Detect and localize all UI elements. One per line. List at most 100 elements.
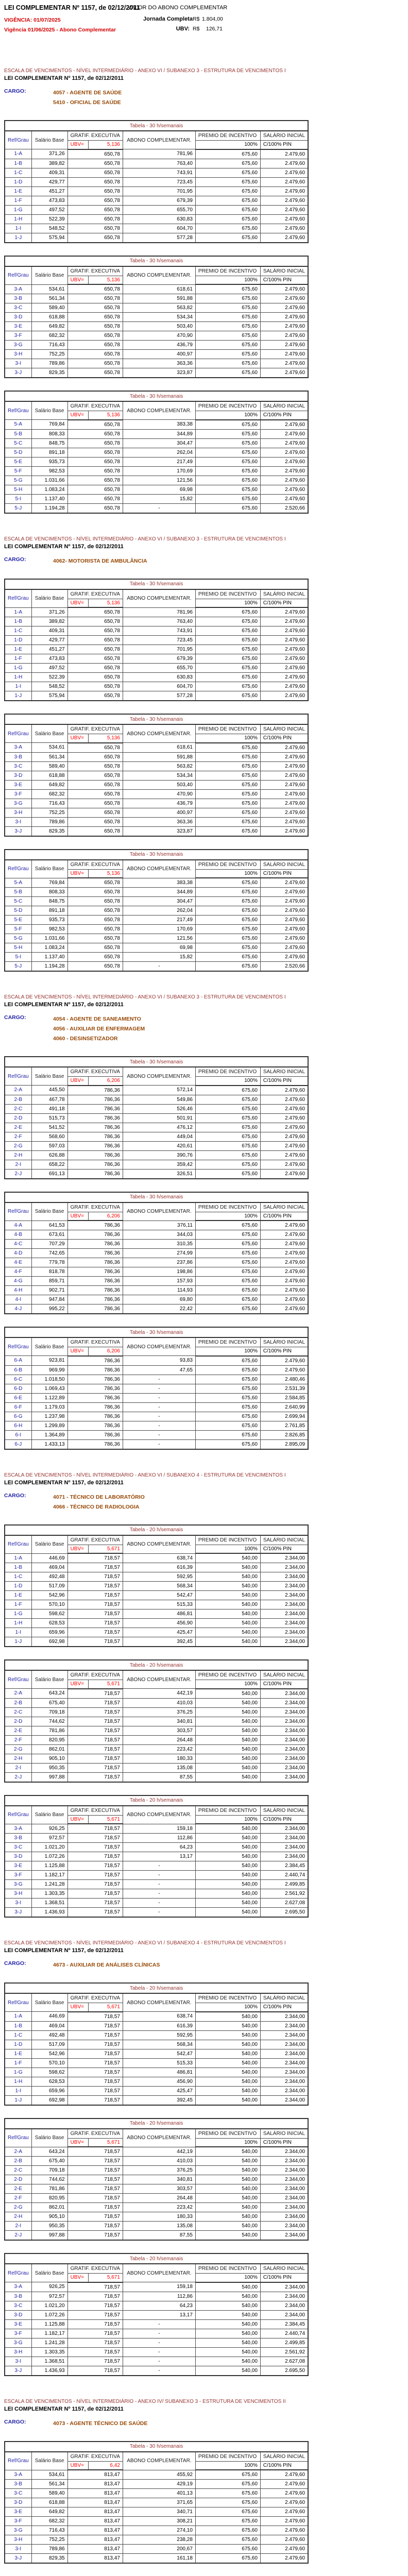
- salario-inicial-cell: 2.479,60: [260, 896, 309, 906]
- gratif-cell: 650,78: [67, 691, 123, 701]
- col-header-gratif: GRATIF. EXECUTIVA: [67, 1993, 123, 2003]
- table-row: 2-A 643,24 718,57 442,19 540,00 2.344,00: [4, 2146, 309, 2157]
- premio-cell: 675,60: [195, 223, 261, 233]
- table-title-row: Tabela - 30 h/semanais: [4, 256, 309, 267]
- abono-cell: 470,90: [122, 789, 196, 799]
- premio-cell: 675,60: [195, 617, 261, 626]
- salario-base-cell: 542,96: [31, 2048, 68, 2059]
- premio-cell: 540,00: [195, 1735, 261, 1745]
- abono-cell: 223,42: [122, 1744, 196, 1754]
- table-subheader-row: UBV= 5,136 100% C/100% PIN: [5, 734, 309, 743]
- salario-inicial-cell: 2.561,92: [260, 2347, 309, 2357]
- premio-cell: 675,60: [195, 1411, 261, 1421]
- gratif-cell: 650,78: [67, 645, 123, 654]
- salario-inicial-cell: 2.344,00: [260, 1762, 309, 1773]
- abono-cell: 112,86: [122, 2291, 196, 2301]
- table-row: 3-E 649,82 650,78 503,40 675,60 2.479,60: [4, 321, 309, 331]
- table-row: 3-I 789,86 650,78 363,36 675,60 2.479,60: [4, 359, 309, 368]
- salario-inicial-cell: 2.479,60: [260, 2469, 309, 2480]
- premio-cell: 675,60: [195, 1168, 261, 1179]
- salario-inicial-cell: 2.344,00: [260, 1572, 309, 1582]
- premio-cell: 675,60: [195, 1374, 261, 1384]
- salario-base-cell: 1.436,93: [31, 2365, 68, 2376]
- ubv-label: UBV=: [67, 2461, 89, 2470]
- ref-grau-cell: 3-I: [4, 2544, 32, 2554]
- salario-base-cell: 1.083,24: [31, 943, 68, 953]
- salario-base-cell: 818,78: [31, 1267, 68, 1277]
- premio-cell: 675,60: [195, 1239, 261, 1249]
- ubv-value: 5,671: [88, 1815, 123, 1824]
- cargo-name: 4066 - TÉCNICO DE RADIOLOGIA: [53, 1503, 140, 1510]
- table-title: Tabela - 30 h/semanais: [4, 714, 309, 725]
- abono-cell: -: [122, 1898, 196, 1908]
- gratif-cell: 718,57: [67, 1688, 123, 1699]
- salario-base-cell: 570,10: [31, 2058, 68, 2068]
- premio-cell: 675,60: [195, 1420, 261, 1431]
- gratif-cell: 650,78: [67, 952, 123, 962]
- salario-base-cell: 692,98: [31, 1637, 68, 1647]
- col-header-salario-base: Salário Base: [31, 2128, 68, 2147]
- ref-grau-cell: 1-J: [4, 2095, 32, 2105]
- col-header-salario-inicial: SALÁRIO INICIAL: [260, 1535, 309, 1545]
- pin-label: C/100% PIN: [260, 1211, 309, 1221]
- salario-inicial-cell: 2.479,60: [260, 331, 309, 341]
- ref-grau-cell: 1-G: [4, 205, 32, 215]
- gratif-cell: 718,57: [67, 1842, 123, 1852]
- premio-percent: 100%: [195, 2461, 261, 2470]
- table-row: 4-D 742,65 786,36 274,99 675,60 2.479,60: [4, 1248, 309, 1258]
- gratif-cell: 718,57: [67, 1581, 123, 1591]
- salario-inicial-cell: 2.520,66: [260, 961, 309, 972]
- abono-cell: -: [122, 961, 196, 972]
- premio-cell: 675,60: [195, 195, 261, 206]
- premio-cell: 675,60: [195, 312, 261, 322]
- ref-grau-cell: 1-H: [4, 1618, 32, 1628]
- abono-cell: 400,97: [122, 807, 196, 818]
- salario-inicial-cell: 2.479,60: [260, 2516, 309, 2526]
- salario-base-cell: 950,35: [31, 2221, 68, 2231]
- table-row: 4-B 673,61 786,36 344,03 675,60 2.479,60: [4, 1230, 309, 1240]
- salary-table: Tabela - 20 h/semanais Ref/Grau Salário Ba…: [4, 1982, 309, 2106]
- salario-inicial-cell: 2.344,00: [260, 2310, 309, 2320]
- gratif-cell: 650,78: [67, 195, 123, 206]
- premio-cell: 675,60: [195, 359, 261, 368]
- table-title-row: Tabela - 30 h/semanais: [4, 1327, 309, 1338]
- salary-table-wrapper: Tabela - 20 h/semanais Ref/Grau Salário Ba…: [4, 1982, 408, 2106]
- pin-label: C/100% PIN: [260, 140, 309, 150]
- col-header-ref: Ref/Grau: [4, 130, 32, 149]
- abono-cell: 563,82: [122, 761, 196, 771]
- ref-grau-cell: 4-I: [4, 1295, 32, 1304]
- gratif-cell: 718,57: [67, 1637, 123, 1647]
- table-row: 3-D 618,88 650,78 534,34 675,60 2.479,60: [4, 770, 309, 781]
- abono-cell: 534,34: [122, 312, 196, 322]
- abono-cell: 304,47: [122, 438, 196, 448]
- abono-cell: 87,55: [122, 1772, 196, 1782]
- col-header-ref: Ref/Grau: [4, 2263, 32, 2282]
- salario-inicial-cell: 2.344,00: [260, 2156, 309, 2166]
- table-subheader-row: UBV= 5,671 100% C/100% PIN: [5, 1544, 309, 1554]
- col-header-premio: PREMIO DE INCENTIVO: [195, 859, 261, 870]
- premio-cell: 540,00: [195, 1823, 261, 1834]
- ref-grau-cell: 5-E: [4, 456, 32, 467]
- abono-cell: 638,74: [122, 2011, 196, 2022]
- gratif-cell: 718,57: [67, 2058, 123, 2068]
- col-header-salario-inicial: SALÁRIO INICIAL: [260, 859, 309, 870]
- table-row: 2-G 862,01 718,57 223,42 540,00 2.344,00: [4, 2202, 309, 2212]
- abono-cell: 616,39: [122, 1563, 196, 1572]
- table-row: 1-C 409,31 650,78 743,91 675,60 2.479,60: [4, 167, 309, 178]
- salario-inicial-cell: 2.479,60: [260, 1276, 309, 1286]
- col-header-premio: PREMIO DE INCENTIVO: [195, 2128, 261, 2139]
- ref-grau-cell: 3-J: [4, 826, 32, 836]
- gratif-cell: 650,78: [67, 752, 123, 762]
- pin-label: C/100% PIN: [260, 1815, 309, 1824]
- ref-grau-cell: 3-G: [4, 2526, 32, 2535]
- ref-grau-cell: 1-I: [4, 223, 32, 233]
- col-header-premio: PREMIO DE INCENTIVO: [195, 1337, 261, 1347]
- salario-base-cell: 744,62: [31, 2175, 68, 2184]
- abono-cell: 568,34: [122, 2039, 196, 2049]
- ref-grau-cell: 2-A: [4, 1085, 32, 1095]
- premio-cell: 675,60: [195, 149, 261, 159]
- premio-cell: 675,60: [195, 294, 261, 303]
- salario-inicial-cell: 2.479,60: [260, 2507, 309, 2517]
- gratif-cell: 718,57: [67, 2146, 123, 2157]
- premio-percent: 100%: [195, 2003, 261, 2012]
